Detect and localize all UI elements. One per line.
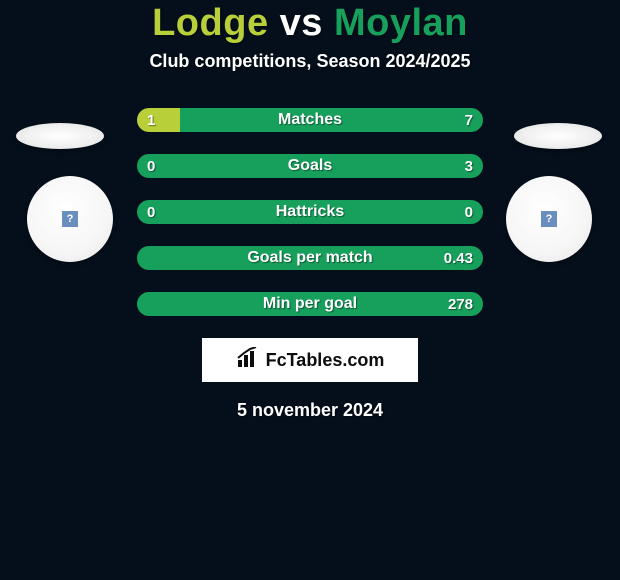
title-vs: vs xyxy=(280,2,323,44)
content-wrapper: Lodge vs Moylan Club competitions, Seaso… xyxy=(0,0,620,421)
stat-value-left: 1 xyxy=(147,108,155,132)
stat-label: Matches xyxy=(137,108,483,132)
stats-container: Matches17Goals03Hattricks00Goals per mat… xyxy=(137,108,483,316)
logo-chart-icon xyxy=(236,347,262,374)
logo-box[interactable]: FcTables.com xyxy=(202,338,418,382)
stat-value-left: 0 xyxy=(147,200,155,224)
stat-label: Goals xyxy=(137,154,483,178)
page-title: Lodge vs Moylan xyxy=(0,2,620,45)
subtitle: Club competitions, Season 2024/2025 xyxy=(0,51,620,72)
stat-value-right: 7 xyxy=(465,108,473,132)
stat-value-right: 3 xyxy=(465,154,473,178)
stat-label: Min per goal xyxy=(137,292,483,316)
stat-value-right: 0.43 xyxy=(444,246,473,270)
title-player1: Lodge xyxy=(152,2,268,44)
stat-row: Min per goal278 xyxy=(137,292,483,316)
stat-row: Matches1 7 xyxy=(137,108,483,132)
title-player2: Moylan xyxy=(334,2,468,44)
stat-value-right: 0 xyxy=(465,200,473,224)
stat-row: Goals0 3 xyxy=(137,154,483,178)
stat-value-right: 278 xyxy=(448,292,473,316)
logo-text: FcTables.com xyxy=(266,350,385,371)
stat-row: Hattricks0 0 xyxy=(137,200,483,224)
stat-value-left: 0 xyxy=(147,154,155,178)
stat-label: Hattricks xyxy=(137,200,483,224)
stat-row: Goals per match0.43 xyxy=(137,246,483,270)
stat-label: Goals per match xyxy=(137,246,483,270)
date: 5 november 2024 xyxy=(0,400,620,421)
